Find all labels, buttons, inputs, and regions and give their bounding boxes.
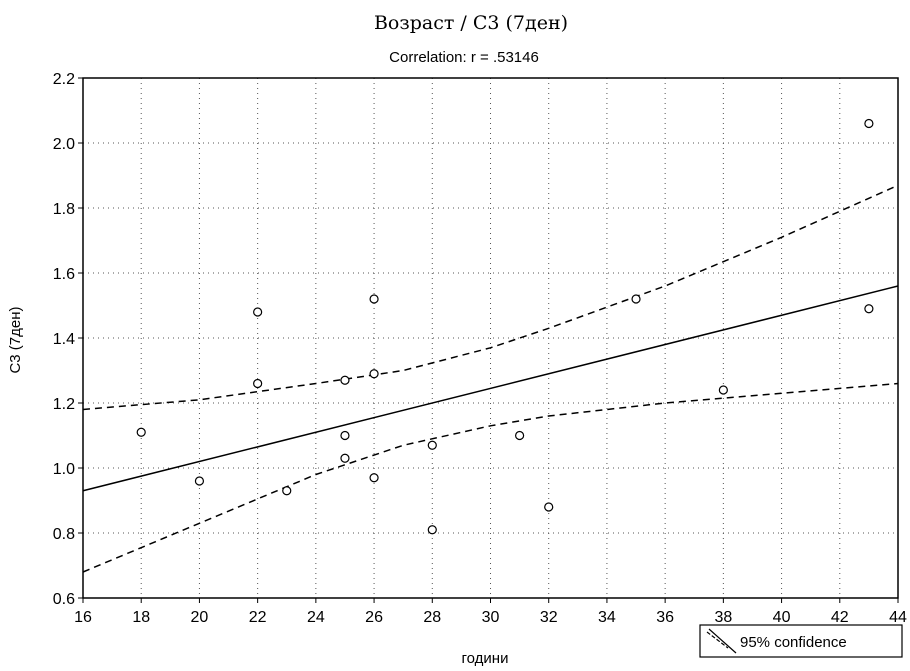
data-point xyxy=(864,118,874,129)
x-tick-label: 44 xyxy=(889,609,907,626)
y-tick-label: 1.6 xyxy=(53,266,75,283)
data-point xyxy=(194,476,205,486)
x-tick-label: 38 xyxy=(714,609,732,626)
data-point xyxy=(427,525,437,535)
y-tick-label: 2.0 xyxy=(53,136,75,153)
confidence-band xyxy=(82,184,899,573)
x-tick-label: 34 xyxy=(598,609,616,626)
y-axis-ticks: 0.6 0.8 1.0 1.2 1.4 1.6 1.8 2.0 2.2 xyxy=(53,71,83,608)
x-tick-label: 24 xyxy=(307,609,325,626)
y-tick-label: 0.6 xyxy=(53,591,75,608)
data-point xyxy=(253,307,263,317)
data-point xyxy=(253,378,263,389)
data-point xyxy=(544,502,554,512)
y-axis-label: С3 (7ден) xyxy=(7,306,24,373)
legend-label: 95% confidence xyxy=(740,634,847,651)
grid xyxy=(83,78,898,598)
data-point xyxy=(369,473,379,483)
x-axis-label: години xyxy=(462,650,509,667)
x-tick-label: 42 xyxy=(831,609,849,626)
x-tick-label: 32 xyxy=(540,609,558,626)
y-tick-label: 0.8 xyxy=(53,526,75,543)
data-point xyxy=(136,427,146,437)
y-tick-label: 1.4 xyxy=(53,331,75,348)
y-tick-label: 1.0 xyxy=(53,461,75,478)
x-tick-label: 26 xyxy=(365,609,383,626)
x-tick-label: 30 xyxy=(482,609,500,626)
confidence-upper-line xyxy=(82,184,899,411)
data-point xyxy=(369,294,379,304)
x-axis-ticks: 16 18 20 22 24 26 28 30 32 34 36 38 40 42 44 xyxy=(74,598,907,626)
data-point xyxy=(340,430,350,441)
data-point xyxy=(515,430,525,441)
data-point xyxy=(864,304,874,314)
x-tick-label: 36 xyxy=(656,609,674,626)
x-tick-label: 40 xyxy=(773,609,791,626)
data-point xyxy=(282,486,292,496)
chart-title: Возраст / С3 (7ден) xyxy=(374,12,568,34)
x-tick-label: 16 xyxy=(74,609,92,626)
x-tick-label: 18 xyxy=(132,609,150,626)
regression-line-group xyxy=(82,285,899,492)
data-point xyxy=(340,375,350,385)
data-point xyxy=(340,453,350,463)
x-tick-label: 20 xyxy=(191,609,209,626)
data-point xyxy=(427,440,437,450)
y-tick-label: 1.2 xyxy=(53,396,75,413)
legend-dashed-line-icon xyxy=(706,631,729,649)
chart-subtitle: Correlation: r = .53146 xyxy=(389,49,539,66)
regression-line xyxy=(82,285,899,492)
data-points xyxy=(136,118,874,535)
y-tick-label: 1.8 xyxy=(53,201,75,218)
data-point xyxy=(718,385,728,395)
data-point xyxy=(631,294,641,304)
legend: 95% confidence xyxy=(699,624,903,658)
y-tick-label: 2.2 xyxy=(53,71,75,88)
confidence-lower-line xyxy=(82,382,899,573)
data-point xyxy=(369,369,379,379)
x-tick-label: 22 xyxy=(249,609,267,626)
legend-solid-line-icon xyxy=(708,628,737,654)
x-tick-label: 28 xyxy=(423,609,441,626)
